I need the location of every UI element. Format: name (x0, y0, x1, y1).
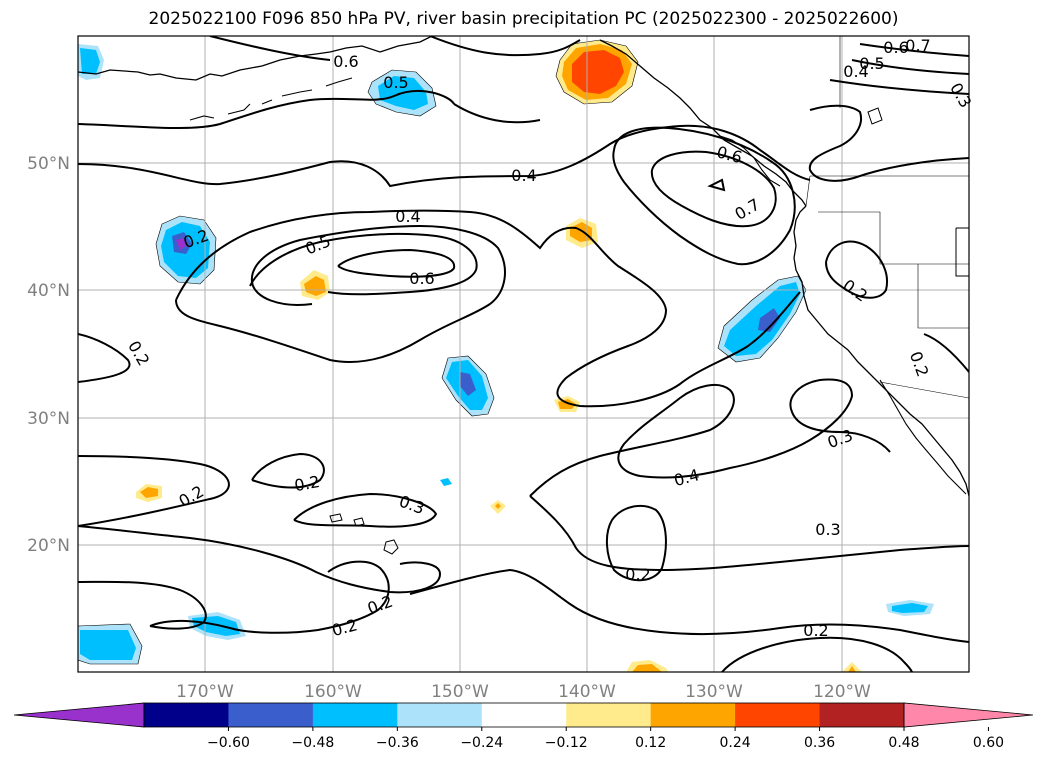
colorbar-segment (819, 703, 905, 727)
gridlines (78, 36, 969, 672)
contour-label: 0.3 (397, 492, 427, 519)
colorbar-segment (144, 703, 229, 727)
colorbar-segment (397, 703, 483, 727)
colorbar-tick-label: 0.36 (804, 735, 835, 751)
contour-label: 0.4 (843, 62, 868, 81)
lon-label-130w: 130°W (685, 682, 743, 702)
coastlines (78, 36, 969, 555)
colorbar-tick-label: −0.48 (291, 735, 334, 751)
lon-label-160w: 160°W (304, 682, 362, 702)
shading-outlines (78, 39, 807, 665)
colorbar-segment (735, 703, 821, 727)
contour-label: 0.2 (906, 349, 933, 379)
contour-label: 0.7 (905, 36, 930, 55)
colorbar-tick-label: −0.60 (207, 735, 250, 751)
lat-label-30n: 30°N (27, 409, 70, 429)
colorbar-tick-label: 0.60 (973, 735, 1004, 751)
lon-label-120w: 120°W (813, 682, 871, 702)
lat-label-40n: 40°N (27, 281, 70, 301)
colorbar-tick-label: −0.12 (545, 735, 588, 751)
contour-label: 0.5 (383, 73, 408, 92)
colorbar-frame (143, 702, 905, 728)
colorbar-lower-extend (13, 702, 145, 728)
latitude-labels: 50°N 40°N 30°N 20°N (27, 154, 70, 556)
longitude-labels: 170°W 160°W 150°W 140°W 130°W 120°W (176, 682, 871, 702)
map-title: 2025022100 F096 850 hPa PV, river basin … (148, 9, 899, 29)
pv-contours (78, 36, 969, 672)
colorbar-tick-label: −0.24 (460, 735, 503, 751)
colorbar-segment (228, 703, 314, 727)
contour-label: 0.2 (365, 592, 395, 619)
lon-label-140w: 140°W (558, 682, 616, 702)
colorbar-tick-label: 0.48 (888, 735, 919, 751)
contour-label: 0.6 (409, 269, 434, 288)
colorbar-upper-extend (903, 702, 1034, 728)
colorbar-tick-label: −0.36 (376, 735, 419, 751)
map-frame (77, 35, 970, 673)
contour-label: 0.3 (815, 520, 840, 539)
contour-label: 0.2 (839, 275, 871, 305)
contour-label: 0.5 (859, 54, 884, 73)
contour-label: 0.4 (672, 465, 702, 490)
contour-label: 0.6 (333, 52, 358, 71)
contour-label: 0.2 (803, 621, 828, 640)
precip-shading (78, 39, 934, 672)
colorbar-segment (312, 703, 398, 727)
contour-label: 0.4 (511, 166, 536, 185)
contour-label: 0.2 (293, 472, 321, 495)
colorbar-segment (481, 703, 567, 727)
colorbar-segment (650, 703, 736, 727)
contour-label: 0.3 (946, 79, 975, 111)
contour-label: 0.7 (731, 195, 763, 224)
contour-label: 0.2 (625, 565, 650, 584)
contour-label: 0.6 (883, 38, 908, 57)
colorbar-segment (566, 703, 652, 727)
lat-label-20n: 20°N (27, 536, 70, 556)
colorbar-tick-label: 0.24 (720, 735, 751, 751)
contour-label: 0.2 (330, 615, 360, 640)
contour-label: 0.3 (825, 426, 855, 453)
lat-label-50n: 50°N (27, 154, 70, 174)
lon-label-150w: 150°W (431, 682, 489, 702)
lon-label-170w: 170°W (176, 682, 234, 702)
colorbar-tick-label: 0.12 (635, 735, 666, 751)
colorbar: −0.60 −0.48 −0.36 −0.24 −0.12 0.12 0.24 0.36 0.4… (13, 702, 1034, 751)
contour-label: 0.4 (395, 207, 420, 226)
